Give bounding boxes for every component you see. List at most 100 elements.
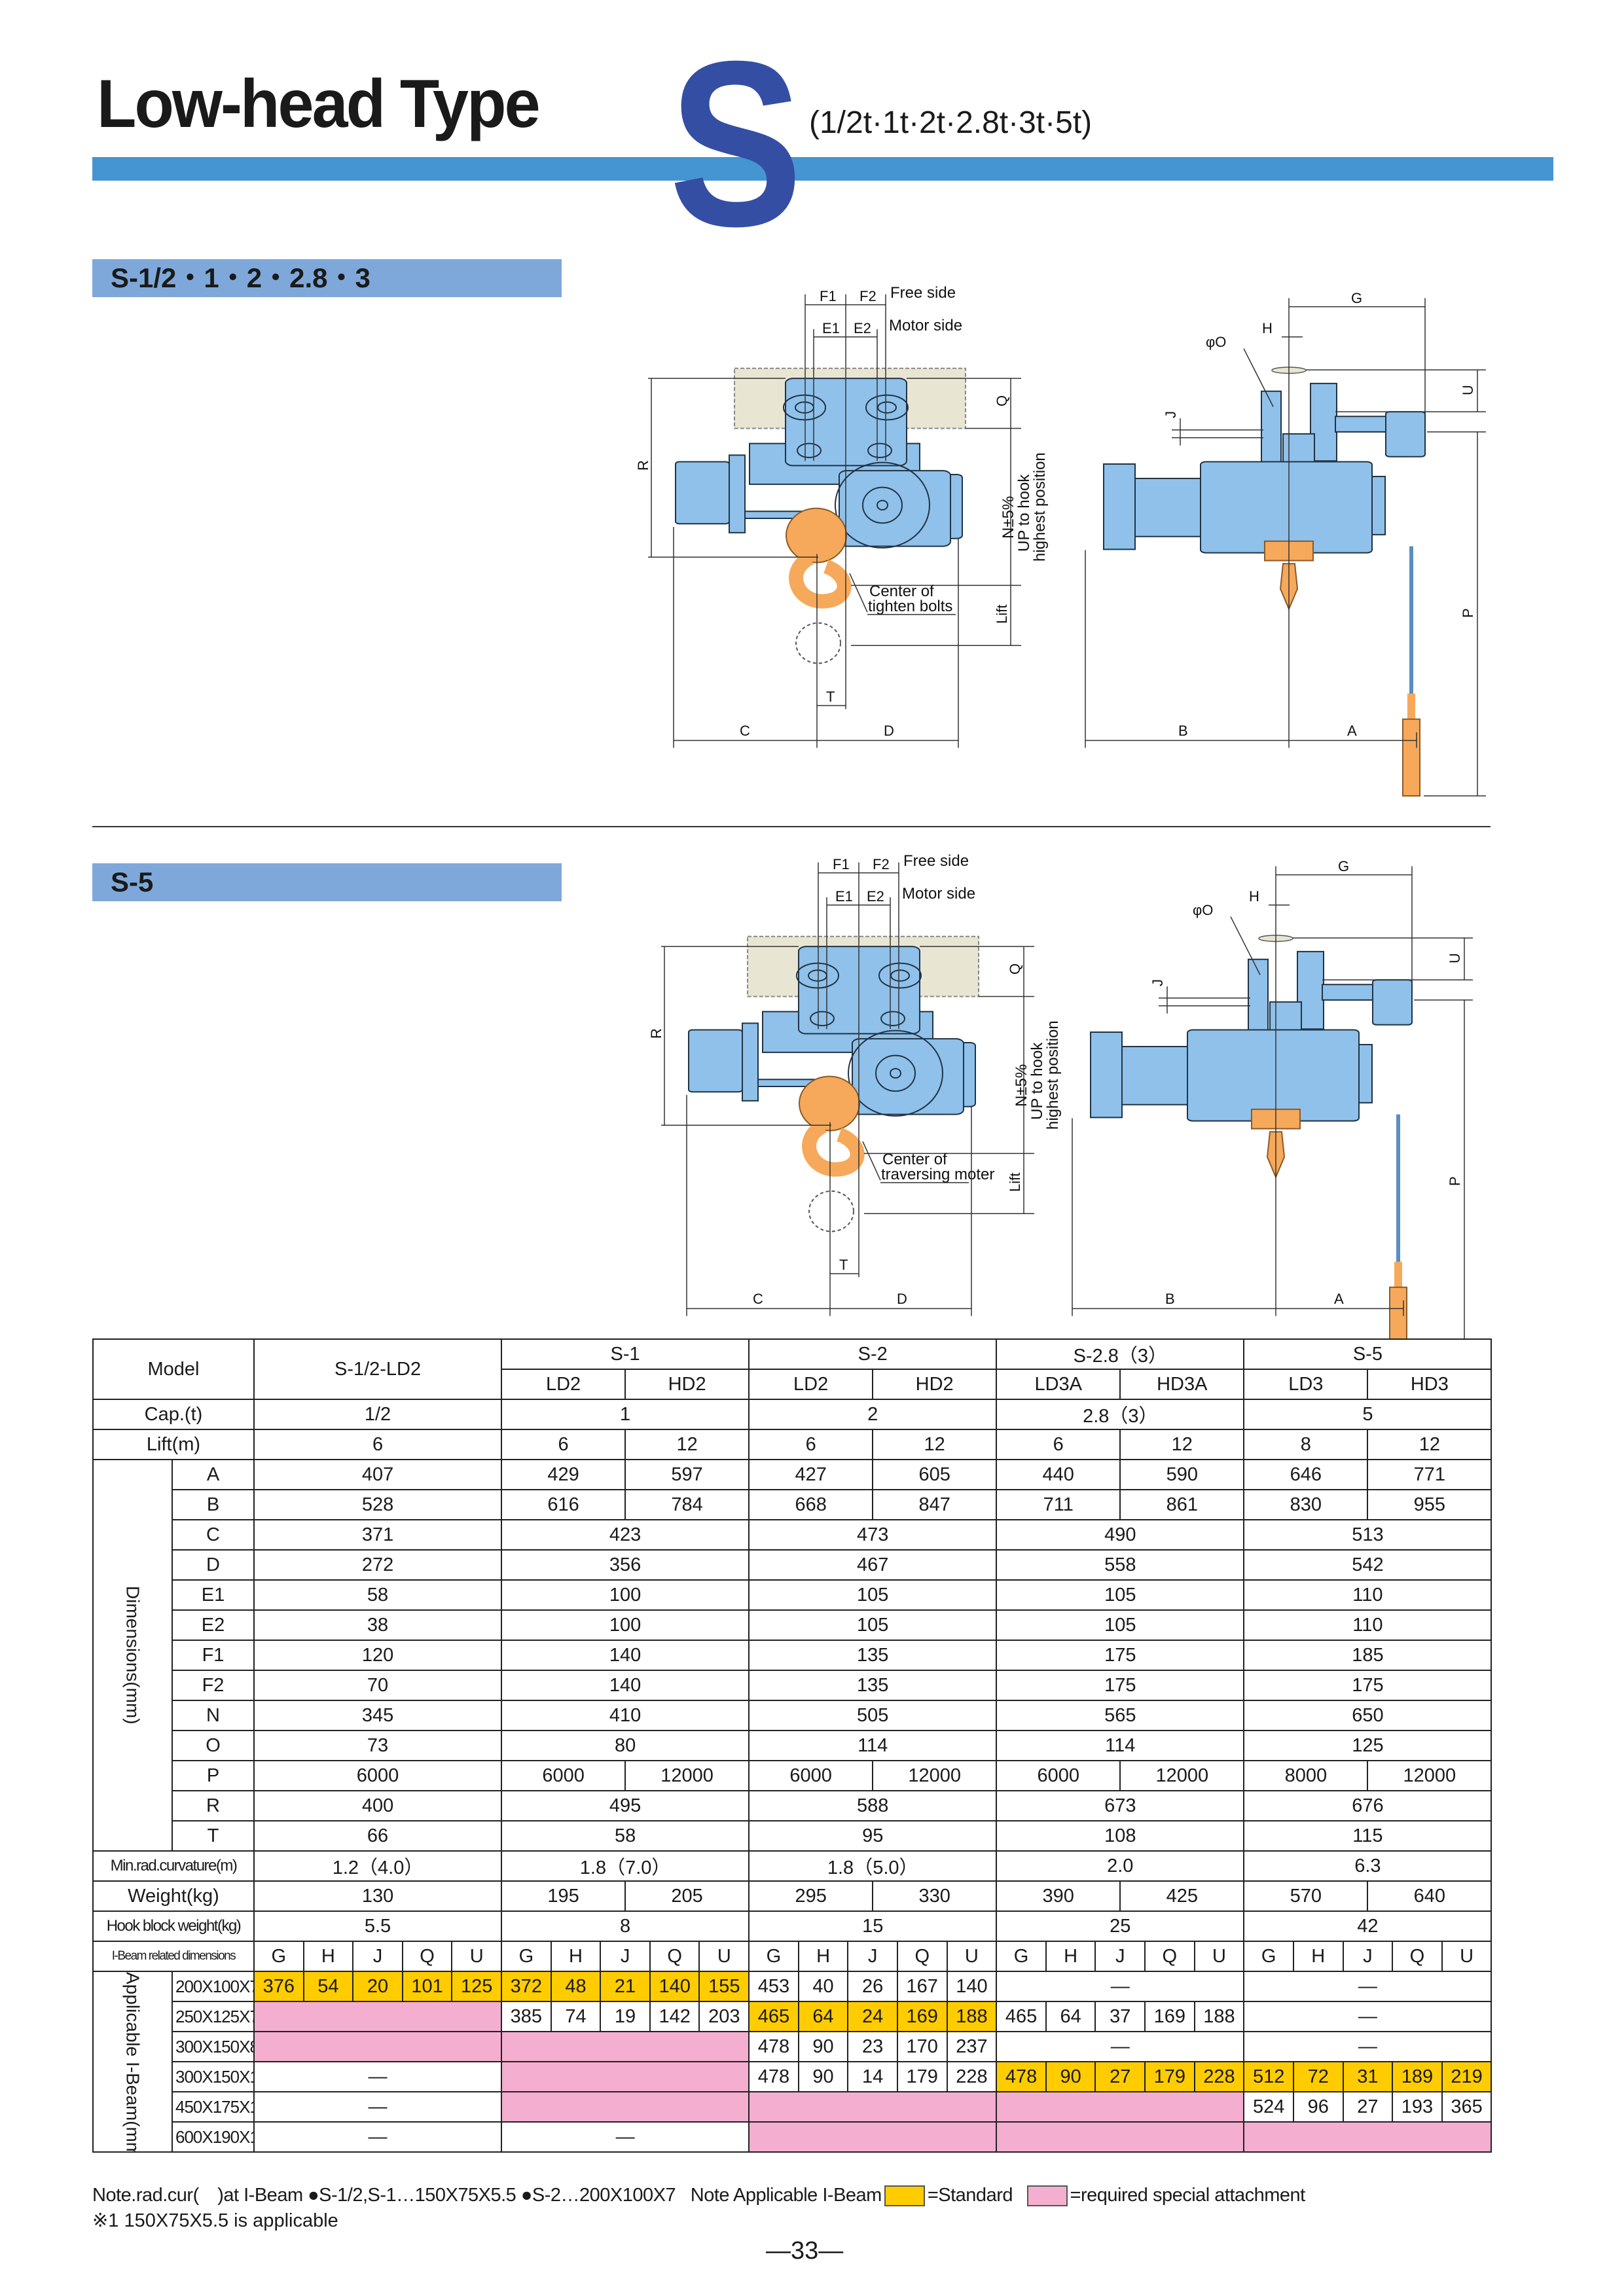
variant-value: 295 <box>748 1880 874 1912</box>
variant-value: 771 <box>1367 1459 1492 1490</box>
standard-value: 179 <box>1144 2061 1195 2092</box>
rad-curvature-note: Note.rad.cur( )at I-Beam ●S-1/2,S-1…150X… <box>92 2185 676 2206</box>
group-value: 410 <box>501 1700 750 1731</box>
label-free-side: Free side <box>903 852 969 870</box>
variant-value: 12 <box>624 1429 750 1460</box>
dimension-letter: D <box>172 1549 255 1581</box>
group-value: 513 <box>1243 1519 1492 1551</box>
variant-value: 711 <box>996 1489 1121 1520</box>
standard-swatch <box>884 2185 925 2207</box>
row-label: Lift(m) <box>92 1429 255 1460</box>
legend-standard: =Standard <box>927 2185 1013 2206</box>
group-value: 175 <box>1243 1670 1492 1701</box>
dimension-letter: A <box>172 1459 255 1490</box>
group-value: 473 <box>748 1519 998 1551</box>
dimensions-label: Dimensions(mm) <box>92 1459 173 1852</box>
header-subrow: LD2 HD2 LD2 HD2 LD3A HD3A LD3 HD3 <box>93 1369 1492 1400</box>
ibeam-col-header: Q <box>896 1941 948 1972</box>
label-p: P <box>1460 608 1476 618</box>
diagram-s5: F1 F2 Free side E1 E2 Motor side R Q N±5… <box>648 852 1473 1338</box>
label-highest-position: highest position <box>1044 1020 1062 1130</box>
variant-value: 6 <box>996 1429 1121 1460</box>
dimension-letter: N <box>172 1700 255 1731</box>
beam-value: 478 <box>748 2061 799 2092</box>
group-value: 505 <box>748 1700 998 1731</box>
label-u: U <box>1460 385 1476 395</box>
label-lift: Lift <box>994 605 1010 624</box>
ibeam-col-header: U <box>1441 1941 1492 1972</box>
special-attachment-cell <box>501 2031 750 2062</box>
variant-value: 646 <box>1243 1459 1369 1490</box>
beam-value: 193 <box>1392 2091 1443 2123</box>
row-label: Min.rad.curvature(m) <box>92 1850 255 1882</box>
ibeam-col-header: J <box>1094 1941 1146 1972</box>
standard-value: 21 <box>600 1971 651 2002</box>
s12-value: 73 <box>253 1730 503 1761</box>
beam-row: 600X190X13—— <box>93 2121 1492 2153</box>
table-row: P 6000 6000 12000 6000 12000 6000 12000 8000 1200… <box>93 1760 1492 1791</box>
variant-value: 668 <box>748 1489 874 1520</box>
beam-value: 96 <box>1292 2091 1344 2123</box>
table-row: Min.rad.curvature(m) 1.2（4.0） 1.8（7.0） 1.8（… <box>92 1850 1492 1882</box>
beam-value: 23 <box>847 2031 898 2062</box>
variant-value: 861 <box>1119 1489 1245 1520</box>
standard-value: 140 <box>649 1971 700 2002</box>
standard-value: 188 <box>946 2001 998 2032</box>
label-e2: E2 <box>854 320 871 336</box>
group-value: 1.8（7.0） <box>501 1850 750 1882</box>
label-n: N±5% <box>1013 1064 1030 1107</box>
variant-value: 640 <box>1367 1880 1492 1912</box>
notes-line: Note.rad.cur( )at I-Beam ●S-1/2,S-1…150X… <box>92 2179 1305 2207</box>
side-view-drawing <box>1085 298 1486 797</box>
label-p: P <box>1447 1176 1463 1186</box>
beam-size: 450X175X13 <box>172 2091 255 2123</box>
standard-value: 125 <box>451 1971 503 2002</box>
group-value: 673 <box>996 1790 1245 1821</box>
variant-value: 570 <box>1243 1880 1369 1912</box>
group-value: 140 <box>501 1640 750 1671</box>
not-applicable: — <box>253 2121 503 2153</box>
s12-value: 66 <box>253 1820 503 1852</box>
label-j: J <box>1163 411 1179 418</box>
table-row: N 345 410 505 565 650 <box>93 1700 1492 1731</box>
beam-value: 237 <box>946 2031 998 2062</box>
variant-value: 205 <box>624 1880 750 1912</box>
group-value: 2.0 <box>996 1850 1245 1882</box>
label-e1: E1 <box>835 888 853 905</box>
group-value: 1 <box>501 1399 750 1430</box>
group-value: 42 <box>1243 1910 1492 1942</box>
s12-value: 5.5 <box>253 1910 503 1942</box>
variant-value: 8000 <box>1243 1760 1369 1791</box>
ibeam-col-header: H <box>1045 1941 1096 1972</box>
beam-value: 524 <box>1243 2091 1294 2123</box>
label-f2: F2 <box>873 856 890 872</box>
group-value: 356 <box>501 1549 750 1581</box>
special-attachment-cell <box>1243 2121 1492 2153</box>
variant-value: 12000 <box>1119 1760 1245 1791</box>
variant-value: 955 <box>1367 1489 1492 1520</box>
model-variant: HD3A <box>1119 1369 1245 1400</box>
ibeam-col-header: Q <box>401 1941 453 1972</box>
table-row: Lift(m) 6 6 12 6 12 6 12 8 12 <box>92 1429 1492 1460</box>
standard-value: 101 <box>401 1971 453 2002</box>
beam-value: 170 <box>896 2031 948 2062</box>
table-row: D 272 356 467 558 542 <box>93 1549 1492 1581</box>
s12-value: 1.2（4.0） <box>253 1850 503 1882</box>
label-lift: Lift <box>1007 1173 1023 1192</box>
group-value: 676 <box>1243 1790 1492 1821</box>
dimension-letter: P <box>172 1760 255 1791</box>
table-row: O 73 80 114 114 125 <box>93 1730 1492 1761</box>
variant-value: 847 <box>872 1489 998 1520</box>
front-view-drawing <box>661 863 1034 1316</box>
group-value: 105 <box>748 1609 998 1641</box>
page-number: —33— <box>766 2237 844 2265</box>
variant-value: 12000 <box>1367 1760 1492 1791</box>
label-d: D <box>897 1291 907 1307</box>
group-value: 495 <box>501 1790 750 1821</box>
group-value: 423 <box>501 1519 750 1551</box>
label-f2: F2 <box>859 288 877 304</box>
center-label-line1: Center of <box>882 1151 947 1168</box>
beam-value: 40 <box>797 1971 849 2002</box>
group-value: 1.8（5.0） <box>748 1850 998 1882</box>
special-attachment-cell <box>501 2061 750 2092</box>
